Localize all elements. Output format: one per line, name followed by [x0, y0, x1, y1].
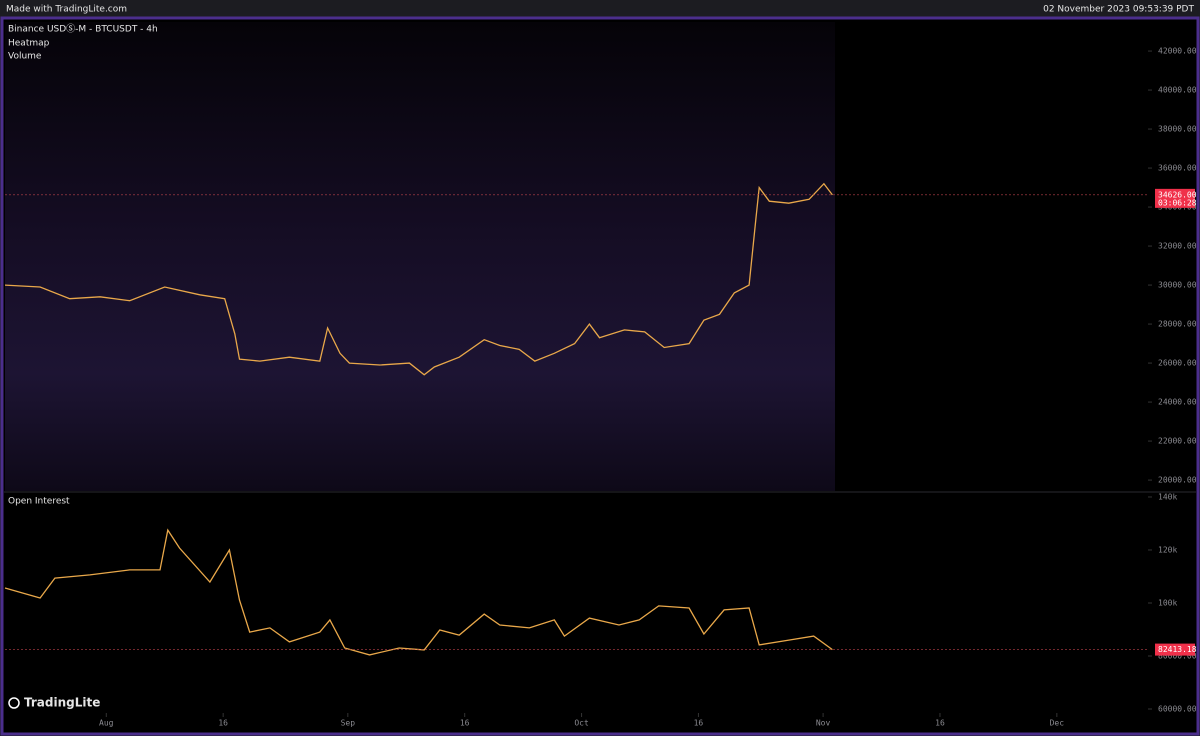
y-tick-label: 20000.00	[1158, 476, 1197, 485]
series-line	[4, 182, 833, 376]
y-tick-label: 80000.00	[1158, 651, 1197, 660]
y-tick-label: 60000.00	[1158, 704, 1197, 713]
x-tick-label: 16	[460, 719, 470, 728]
last-label-box	[1155, 188, 1195, 208]
y-tick-label: 140k	[1158, 492, 1177, 501]
timestamp: 02 November 2023 09:53:39 PDT	[1043, 5, 1194, 15]
last-label: 34626.00	[1158, 190, 1197, 199]
y-tick-label: 100k	[1158, 598, 1177, 607]
x-tick-label: 16	[694, 719, 704, 728]
x-tick-label: Dec	[1050, 719, 1065, 728]
logo: TradingLite	[24, 696, 100, 710]
x-tick-label: 16	[935, 719, 945, 728]
y-tick-label: 30000.00	[1158, 281, 1197, 290]
volume-label: Volume	[8, 52, 42, 62]
heatmap-label: Heatmap	[8, 39, 50, 49]
y-tick-label: 42000.00	[1158, 47, 1197, 56]
x-tick-label: 16	[218, 719, 228, 728]
x-tick-label: Aug	[99, 719, 114, 728]
oi-title: Open Interest	[8, 497, 70, 507]
brand: Made with TradingLite.com	[6, 5, 127, 15]
price-title: Binance USDⓈ-M - BTCUSDT - 4h	[8, 24, 158, 35]
logo-icon	[8, 697, 20, 709]
y-tick-label: 38000.00	[1158, 125, 1197, 134]
y-tick-label: 32000.00	[1158, 242, 1197, 251]
heatmap	[5, 22, 835, 491]
last-label-box	[1155, 643, 1195, 656]
timer: 03:06:28	[1158, 198, 1197, 207]
series-line	[4, 528, 833, 656]
y-tick-label: 40000.00	[1158, 86, 1197, 95]
y-tick-label: 36000.00	[1158, 164, 1197, 173]
y-tick-label: 22000.00	[1158, 437, 1197, 446]
last-label: 82413.18	[1158, 645, 1197, 654]
x-tick-label: Sep	[341, 719, 356, 728]
y-tick-label: 26000.00	[1158, 359, 1197, 368]
y-tick-label: 120k	[1158, 545, 1177, 554]
x-tick-label: Oct	[574, 719, 589, 728]
y-tick-label: 24000.00	[1158, 398, 1197, 407]
x-tick-label: Nov	[816, 719, 831, 728]
y-tick-label: 28000.00	[1158, 320, 1197, 329]
